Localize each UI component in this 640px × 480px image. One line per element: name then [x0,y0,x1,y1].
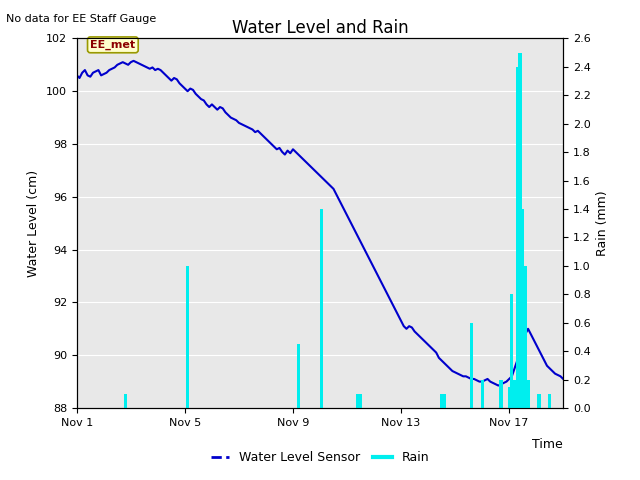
Bar [513,380,516,408]
Bar [548,394,551,408]
Bar [359,394,362,408]
Bar [186,266,189,408]
Bar [499,380,502,408]
Text: No data for EE Staff Gauge: No data for EE Staff Gauge [6,14,157,24]
Bar [356,394,360,408]
Bar [440,394,444,408]
Bar [524,266,527,408]
Y-axis label: Rain (mm): Rain (mm) [596,191,609,256]
Text: EE_met: EE_met [90,40,136,50]
Bar [537,394,541,408]
Bar [521,209,524,408]
Bar [443,394,446,408]
Bar [297,344,300,408]
Bar [124,394,127,408]
Bar [508,387,511,408]
Title: Water Level and Rain: Water Level and Rain [232,19,408,37]
Bar [516,67,519,408]
Y-axis label: Water Level (cm): Water Level (cm) [28,169,40,277]
Text: Time: Time [532,438,563,451]
Bar [518,53,522,408]
Bar [320,209,323,408]
Legend: Water Level Sensor, Rain: Water Level Sensor, Rain [205,446,435,469]
Bar [510,294,513,408]
Bar [481,380,484,408]
Bar [470,323,473,408]
Bar [527,380,530,408]
